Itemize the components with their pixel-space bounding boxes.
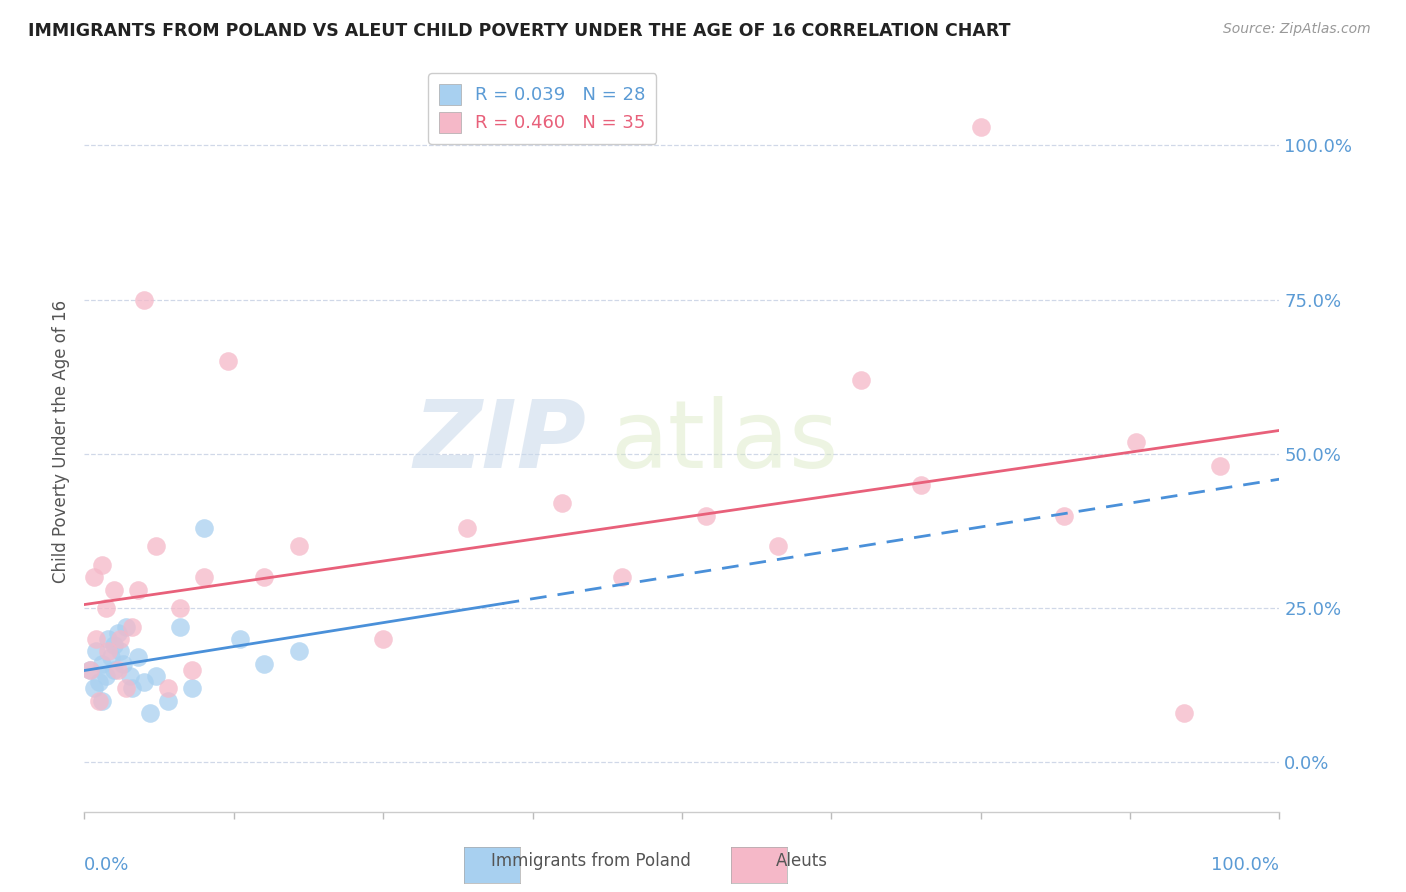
Point [100, 650, 122, 665]
Text: IMMIGRANTS FROM POLAND VS ALEUT CHILD POVERTY UNDER THE AGE OF 16 CORRELATION CH: IMMIGRANTS FROM POLAND VS ALEUT CHILD PO… [28, 22, 1011, 40]
Point [139, 706, 162, 720]
Text: Source: ZipAtlas.com: Source: ZipAtlas.com [1223, 22, 1371, 37]
Text: 0.0%: 0.0% [84, 856, 129, 874]
Point [169, 619, 191, 633]
Point [157, 681, 180, 696]
Point [695, 508, 717, 523]
Point [87, 675, 110, 690]
Point [87, 694, 110, 708]
Y-axis label: Child Poverty Under the Age of 16: Child Poverty Under the Age of 16 [52, 300, 70, 583]
Point [97, 632, 120, 646]
Point [79, 663, 101, 677]
Point [107, 663, 129, 677]
Text: 100.0%: 100.0% [1212, 856, 1279, 874]
Point [910, 477, 932, 491]
Point [157, 694, 180, 708]
Point [145, 669, 167, 683]
Point [110, 632, 132, 646]
Point [110, 644, 132, 658]
Point [83, 681, 105, 696]
Point [111, 657, 134, 671]
Point [86, 644, 108, 658]
Point [1125, 434, 1147, 449]
Point [127, 582, 149, 597]
Point [253, 570, 276, 584]
Text: ZIP: ZIP [413, 395, 586, 488]
Point [229, 632, 252, 646]
Point [91, 657, 114, 671]
Point [1209, 459, 1232, 474]
Text: Aleuts: Aleuts [776, 852, 827, 870]
Point [127, 650, 149, 665]
Point [456, 521, 478, 535]
Point [103, 582, 125, 597]
Point [115, 619, 138, 633]
Text: Immigrants from Poland: Immigrants from Poland [491, 852, 690, 870]
Point [91, 558, 114, 572]
Point [91, 694, 114, 708]
Point [551, 496, 574, 510]
Point [97, 644, 120, 658]
Point [169, 601, 191, 615]
Point [132, 675, 156, 690]
Point [121, 681, 143, 696]
Point [118, 669, 141, 683]
Point [373, 632, 395, 646]
Point [288, 540, 311, 554]
Point [121, 619, 143, 633]
Point [253, 657, 276, 671]
Point [612, 570, 634, 584]
Point [193, 521, 215, 535]
Point [851, 373, 873, 387]
Point [288, 644, 311, 658]
Point [79, 663, 101, 677]
Point [86, 632, 108, 646]
Point [103, 638, 125, 652]
Point [145, 540, 167, 554]
Point [193, 570, 215, 584]
Point [181, 681, 204, 696]
Point [115, 681, 138, 696]
Point [132, 293, 156, 307]
Text: atlas: atlas [610, 395, 838, 488]
Point [217, 354, 239, 368]
Point [970, 120, 993, 134]
Point [94, 669, 117, 683]
Point [83, 570, 105, 584]
Point [107, 625, 129, 640]
Legend: R = 0.039   N = 28, R = 0.460   N = 35: R = 0.039 N = 28, R = 0.460 N = 35 [427, 73, 657, 144]
Point [94, 601, 117, 615]
Point [103, 663, 125, 677]
Point [1053, 508, 1076, 523]
Point [181, 663, 204, 677]
Point [766, 540, 789, 554]
Point [1173, 706, 1195, 720]
